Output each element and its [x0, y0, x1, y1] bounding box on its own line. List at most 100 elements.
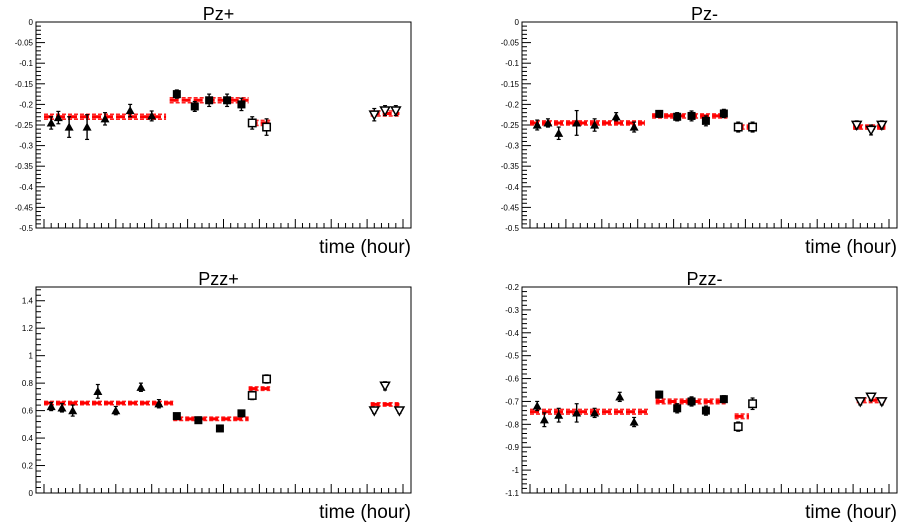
y-axis: 0 -0.05 -0.1 -0.15 -0.2 -0.25 -0.3 -0.35 -0.4 -0.… — [15, 18, 45, 233]
data-point — [368, 110, 381, 121]
data-point — [719, 395, 728, 404]
y-tick-label: -0.15 — [501, 80, 520, 89]
y-tick-label: -0.25 — [15, 121, 34, 130]
data-point — [379, 106, 391, 117]
y-tick-label: 0.8 — [22, 379, 34, 388]
data-point — [748, 122, 758, 132]
x-axis-label: time (hour) — [319, 502, 411, 523]
x-axis — [529, 484, 890, 493]
y-tick-label: -0.15 — [15, 80, 34, 89]
y-tick-label: 0.6 — [22, 407, 34, 416]
y-tick-label: -0.3 — [19, 142, 33, 151]
data-point — [57, 403, 67, 412]
y-axis: 0 0.2 0.4 0.6 0.8 1 1.2 1.4 — [22, 289, 45, 498]
data-point — [733, 122, 743, 132]
series-filled-triangle — [532, 109, 639, 141]
data-point — [539, 415, 549, 424]
y-tick-label: -0.7 — [505, 397, 519, 406]
data-point — [205, 96, 214, 105]
data-point — [194, 416, 203, 425]
data-point — [68, 406, 78, 415]
y-tick-label: 0 — [29, 489, 34, 498]
y-tick-label: -0.2 — [505, 283, 519, 292]
y-tick-label: -0.9 — [505, 443, 519, 452]
data-point — [701, 116, 710, 125]
series-open-triangle-down — [854, 392, 888, 408]
data-point — [237, 409, 246, 418]
data-point — [93, 386, 103, 395]
data-point — [876, 120, 888, 132]
data-point — [865, 392, 877, 403]
data-point — [532, 120, 542, 129]
y-tick-label: 0 — [29, 18, 34, 27]
y-tick-label: -0.3 — [505, 306, 519, 315]
data-point — [629, 417, 639, 426]
series-open-square — [733, 121, 758, 133]
series-open-square — [733, 397, 758, 432]
y-tick-label: -1 — [512, 466, 520, 475]
series-open-triangle-down — [368, 381, 406, 417]
data-point — [172, 412, 181, 421]
x-axis — [529, 219, 890, 228]
data-point — [393, 406, 406, 417]
series-filled-square — [172, 409, 246, 433]
data-point — [53, 113, 63, 122]
y-tick-label: -0.35 — [501, 162, 520, 171]
y-tick-label: 1.2 — [22, 324, 34, 333]
data-point — [136, 382, 146, 391]
data-point — [262, 374, 272, 384]
data-point — [125, 106, 135, 115]
chart-title: Pzz+ — [198, 269, 239, 289]
series-filled-square — [172, 89, 246, 113]
data-point — [554, 128, 564, 137]
x-axis — [43, 484, 404, 493]
y-tick-label: -0.5 — [19, 224, 33, 233]
series-open-triangle-down — [368, 105, 402, 122]
data-point — [532, 401, 542, 410]
data-point — [262, 122, 272, 132]
data-point — [247, 118, 257, 128]
y-axis: 0 -0.05 -0.1 -0.15 -0.2 -0.25 -0.3 -0.35 -0.4 -0.… — [501, 18, 531, 233]
data-point — [100, 114, 110, 123]
y-tick-label: -0.5 — [505, 352, 519, 361]
y-tick-label: -0.25 — [501, 121, 520, 130]
y-tick-label: -0.1 — [505, 59, 519, 68]
data-point — [611, 112, 621, 121]
y-tick-label: -0.8 — [505, 420, 519, 429]
data-point — [687, 397, 696, 406]
data-point — [748, 399, 758, 409]
chart-panel-1: 0 -0.05 -0.1 -0.15 -0.2 -0.25 -0.3 -0.35 -0.4 -0.… — [15, 4, 412, 258]
y-tick-label: -0.5 — [505, 224, 519, 233]
y-tick-label: -0.05 — [501, 39, 520, 48]
plot-frame — [521, 286, 898, 494]
data-point — [733, 422, 743, 432]
series-open-square — [247, 374, 272, 401]
plot-frame — [35, 286, 412, 494]
series-filled-triangle — [532, 391, 639, 428]
chart-panel-4: -0.2 -0.3 -0.4 -0.5 -0.6 -0.7 -0.8 -0.9 -1 -1.1 Pz… — [505, 269, 898, 523]
data-point — [82, 122, 92, 131]
y-tick-label: -0.2 — [505, 100, 519, 109]
data-point — [543, 118, 553, 127]
y-axis: -0.2 -0.3 -0.4 -0.5 -0.6 -0.7 -0.8 -0.9 -1 -1.1 — [505, 283, 531, 498]
data-point — [64, 122, 74, 131]
y-tick-label: 0 — [515, 18, 520, 27]
data-point — [390, 106, 402, 117]
data-point — [854, 397, 867, 408]
chart-title: Pz- — [691, 4, 718, 24]
y-tick-label: 0.2 — [22, 462, 34, 471]
x-axis — [43, 219, 404, 228]
series-open-triangle-down — [850, 120, 888, 136]
series-filled-square — [655, 108, 728, 127]
data-point — [572, 118, 582, 127]
y-tick-label: -0.4 — [19, 183, 33, 192]
data-point — [687, 111, 696, 120]
data-point — [655, 109, 664, 118]
y-tick-label: -0.6 — [505, 375, 519, 384]
y-tick-label: -0.05 — [15, 39, 34, 48]
data-point — [865, 125, 877, 136]
y-tick-label: -0.35 — [15, 162, 34, 171]
data-point — [554, 410, 564, 419]
series-filled-triangle — [46, 103, 157, 141]
y-tick-label: -0.4 — [505, 183, 519, 192]
